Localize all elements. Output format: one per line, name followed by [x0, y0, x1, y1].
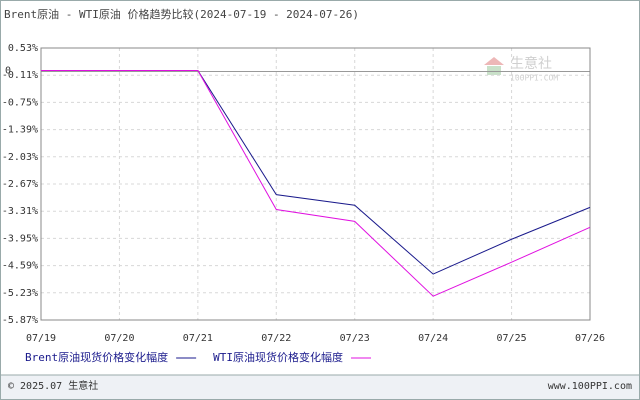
chart-title: Brent原油 - WTI原油 价格趋势比较(2024-07-19 - 2024… — [4, 7, 359, 21]
watermark-subtext: 100PPI.COM — [510, 74, 558, 83]
y-tick-label: -0.11% — [2, 70, 38, 81]
y-tick-label: -3.95% — [2, 233, 38, 244]
y-tick-label: -4.59% — [2, 261, 38, 272]
watermark-logo — [484, 57, 504, 65]
x-tick-label: 07/24 — [418, 333, 448, 344]
watermark-text: 生意社 — [510, 55, 552, 72]
footer-left: © 2025.07 生意社 — [8, 379, 98, 392]
y-tick-label: -0.75% — [2, 97, 38, 108]
watermark-logo-base — [487, 66, 501, 75]
x-tick-label: 07/22 — [261, 333, 291, 344]
y-tick-label: -5.23% — [2, 288, 38, 299]
legend-label: Brent原油现货价格变化幅度 — [25, 350, 168, 364]
y-tick-label: -1.39% — [2, 125, 38, 136]
watermark: 生意社 100PPI.COM — [484, 55, 558, 83]
x-tick-label: 07/26 — [575, 333, 605, 344]
x-tick-label: 07/21 — [183, 333, 213, 344]
x-tick-label: 07/25 — [497, 333, 527, 344]
zero-label: 0 — [5, 66, 11, 77]
y-tick-label: -2.03% — [2, 152, 38, 163]
x-tick-label: 07/20 — [104, 333, 134, 344]
footer-band — [1, 375, 639, 399]
y-tick-label: -5.87% — [2, 315, 38, 326]
series-line — [41, 70, 591, 297]
x-tick-label: 07/23 — [340, 333, 370, 344]
plot-border — [40, 47, 591, 321]
x-tick-label: 07/19 — [26, 333, 56, 344]
y-tick-label: -2.67% — [2, 179, 38, 190]
footer-right: www.100PPI.com — [548, 381, 632, 392]
legend-label: WTI原油现货价格变化幅度 — [213, 350, 343, 364]
y-tick-label: 0.53% — [8, 43, 38, 54]
y-tick-label: -3.31% — [2, 206, 38, 217]
